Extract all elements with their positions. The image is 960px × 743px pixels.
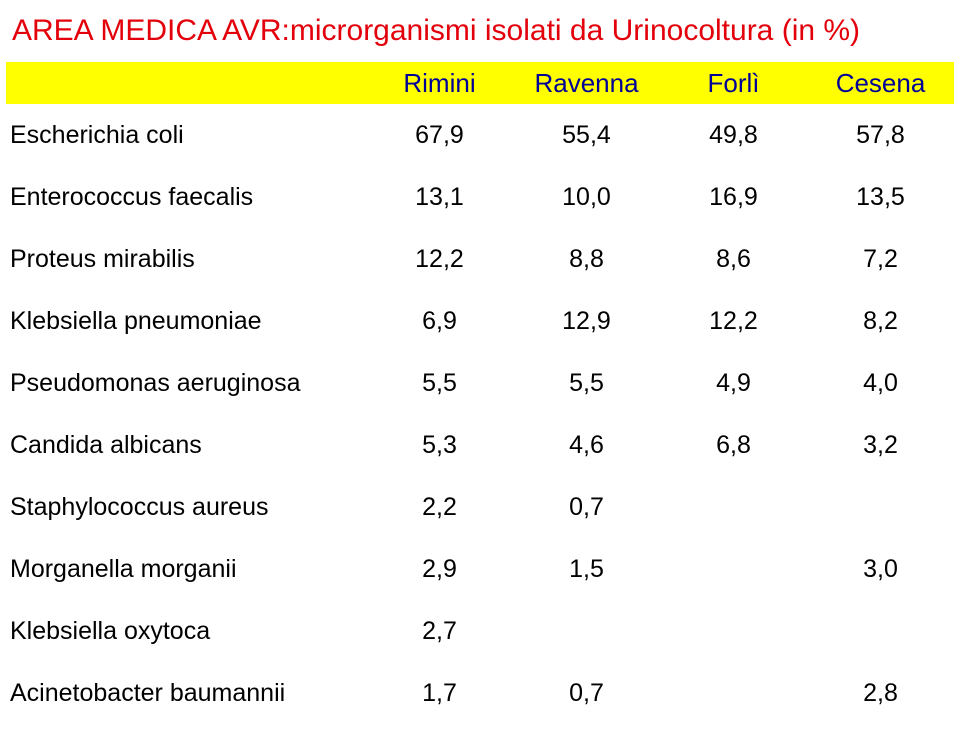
table-row: Proteus mirabilis 12,2 8,8 8,6 7,2	[6, 228, 954, 290]
cell: 3,0	[807, 538, 954, 600]
cell	[660, 538, 807, 600]
cell: 1,7	[366, 662, 513, 724]
row-label: Acinetobacter baumannii	[6, 662, 366, 724]
cell	[513, 600, 660, 662]
cell: 4,9	[660, 352, 807, 414]
cell: 12,2	[366, 228, 513, 290]
row-label: Klebsiella oxytoca	[6, 600, 366, 662]
cell: 0,7	[513, 476, 660, 538]
cell: 6,8	[660, 414, 807, 476]
cell	[660, 662, 807, 724]
cell: 2,9	[366, 538, 513, 600]
cell: 12,9	[513, 290, 660, 352]
table-row: Klebsiella oxytoca 2,7	[6, 600, 954, 662]
cell: 7,2	[807, 228, 954, 290]
cell	[660, 476, 807, 538]
table-row: Enterococcus faecalis 13,1 10,0 16,9 13,…	[6, 166, 954, 228]
cell	[807, 476, 954, 538]
cell: 5,5	[513, 352, 660, 414]
page-title: AREA MEDICA AVR:microrganismi isolati da…	[6, 14, 860, 48]
cell: 6,9	[366, 290, 513, 352]
table-row: Acinetobacter baumannii 1,7 0,7 2,8	[6, 662, 954, 724]
cell: 55,4	[513, 104, 660, 166]
cell	[807, 600, 954, 662]
cell: 13,1	[366, 166, 513, 228]
page: AREA MEDICA AVR:microrganismi isolati da…	[0, 0, 960, 743]
table-row: Escherichia coli 67,9 55,4 49,8 57,8	[6, 104, 954, 166]
table-row: Klebsiella pneumoniae 6,9 12,9 12,2 8,2	[6, 290, 954, 352]
cell: 3,2	[807, 414, 954, 476]
cell: 4,6	[513, 414, 660, 476]
cell: 10,0	[513, 166, 660, 228]
col-header-ravenna: Ravenna	[513, 62, 660, 104]
cell	[660, 600, 807, 662]
cell: 49,8	[660, 104, 807, 166]
cell: 16,9	[660, 166, 807, 228]
row-label: Escherichia coli	[6, 104, 366, 166]
cell: 12,2	[660, 290, 807, 352]
table-header-row: Rimini Ravenna Forlì Cesena	[6, 62, 954, 104]
col-header-forli: Forlì	[660, 62, 807, 104]
cell: 2,8	[807, 662, 954, 724]
cell: 13,5	[807, 166, 954, 228]
row-label: Candida albicans	[6, 414, 366, 476]
cell: 4,0	[807, 352, 954, 414]
row-label: Proteus mirabilis	[6, 228, 366, 290]
cell: 57,8	[807, 104, 954, 166]
cell: 8,2	[807, 290, 954, 352]
col-header-rimini: Rimini	[366, 62, 513, 104]
row-label: Klebsiella pneumoniae	[6, 290, 366, 352]
cell: 5,5	[366, 352, 513, 414]
row-label: Enterococcus faecalis	[6, 166, 366, 228]
col-header-cesena: Cesena	[807, 62, 954, 104]
row-label: Morganella morganii	[6, 538, 366, 600]
table-row: Candida albicans 5,3 4,6 6,8 3,2	[6, 414, 954, 476]
cell: 8,8	[513, 228, 660, 290]
cell: 1,5	[513, 538, 660, 600]
organisms-table: Rimini Ravenna Forlì Cesena Escherichia …	[6, 62, 954, 724]
col-header-blank	[6, 62, 366, 104]
cell: 8,6	[660, 228, 807, 290]
cell: 0,7	[513, 662, 660, 724]
title-bar: AREA MEDICA AVR:microrganismi isolati da…	[6, 0, 954, 62]
row-label: Pseudomonas aeruginosa	[6, 352, 366, 414]
table-row: Morganella morganii 2,9 1,5 3,0	[6, 538, 954, 600]
cell: 2,7	[366, 600, 513, 662]
cell: 67,9	[366, 104, 513, 166]
row-label: Staphylococcus aureus	[6, 476, 366, 538]
table-row: Staphylococcus aureus 2,2 0,7	[6, 476, 954, 538]
cell: 2,2	[366, 476, 513, 538]
cell: 5,3	[366, 414, 513, 476]
table-row: Pseudomonas aeruginosa 5,5 5,5 4,9 4,0	[6, 352, 954, 414]
